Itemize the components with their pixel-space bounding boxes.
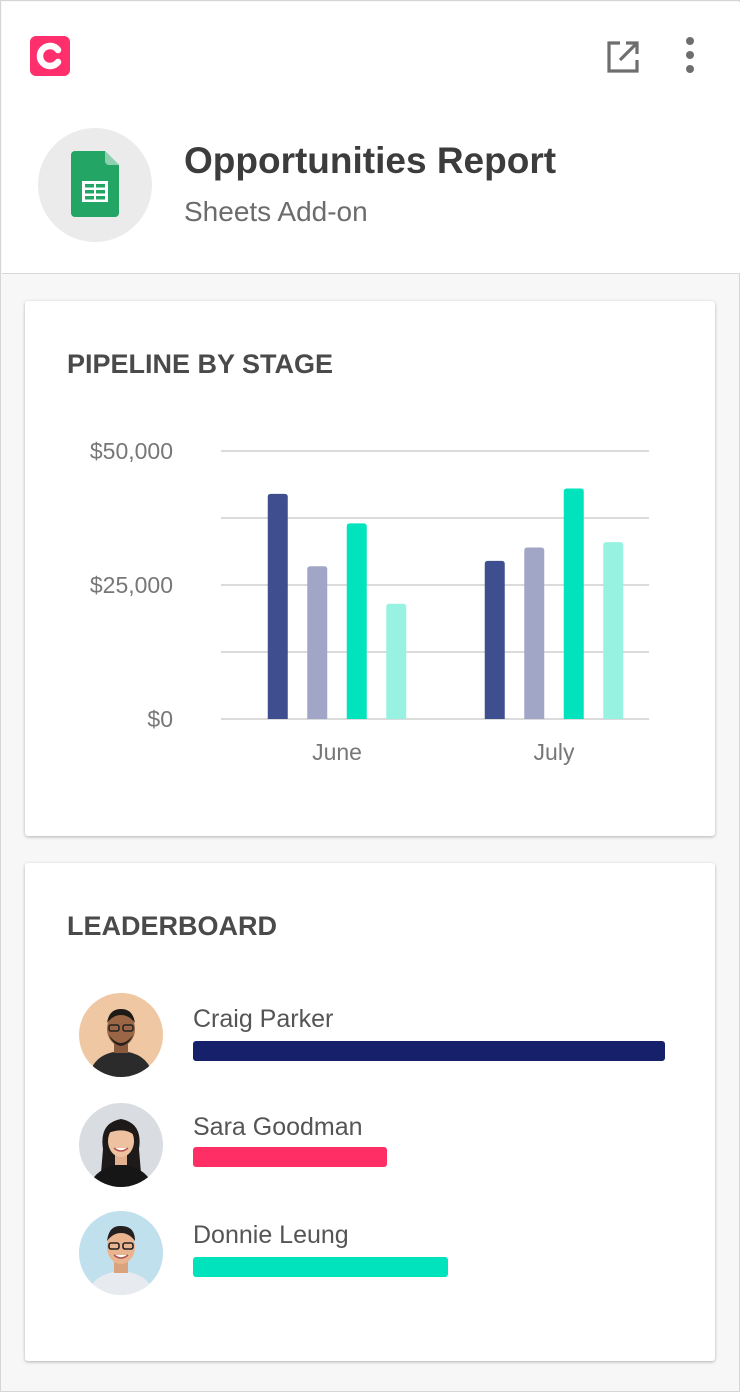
leaderboard-heading: LEADERBOARD [67,911,278,941]
leaderboard-row[interactable]: Craig Parker [25,993,715,1093]
google-sheets-icon [71,151,119,217]
header: Opportunities Report Sheets Add-on [2,2,740,274]
page-title: Opportunities Report [184,140,557,181]
leaderboard-row[interactable]: Sara Goodman [25,1103,715,1203]
leader-name: Donnie Leung [193,1221,349,1249]
leader-score-bar [193,1257,448,1277]
bar [386,603,407,719]
leader-name: Craig Parker [193,1005,334,1033]
bar [307,566,328,719]
pipeline-heading: PIPELINE BY STAGE [67,349,334,379]
bar [563,488,584,719]
y-tick-label: $50,000 [90,438,173,464]
avatar-craig-parker [79,993,163,1077]
more-vert-icon[interactable] [672,34,710,76]
leader-score-bar [193,1041,665,1061]
avatar-donnie-leung [79,1211,163,1295]
bar [484,560,505,719]
bar [524,547,545,719]
pipeline-chart: $0 $25,000 $50,000 June July [90,438,649,765]
x-tick-label: June [312,739,362,765]
brand-logo-icon [30,36,70,76]
app-icon-badge [38,128,152,242]
leader-score-bar [193,1147,387,1167]
y-tick-label: $25,000 [90,572,173,598]
y-tick-label: $0 [147,706,173,732]
page-subtitle: Sheets Add-on [184,196,368,227]
bar [267,493,288,719]
avatar-sara-goodman [79,1103,163,1187]
bar [603,542,624,719]
bar [346,523,367,719]
leaderboard-row[interactable]: Donnie Leung [25,1211,715,1313]
pipeline-card: PIPELINE BY STAGE $0 $25,000 $50,000 June Ju… [25,301,715,836]
open-in-new-icon[interactable] [604,38,642,76]
leaderboard-card: LEADERBOARD Craig Parker [25,863,715,1361]
leader-name: Sara Goodman [193,1113,363,1141]
x-tick-label: July [534,739,575,765]
